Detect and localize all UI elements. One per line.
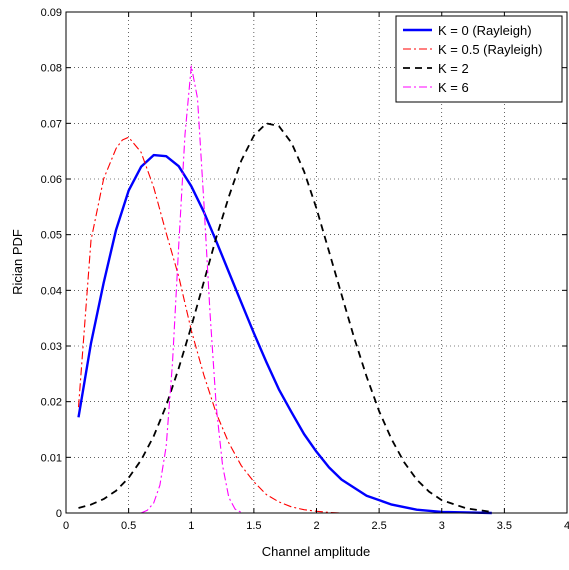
y-tick-label: 0.04 bbox=[41, 285, 62, 297]
x-tick-label: 4 bbox=[564, 520, 569, 532]
series-lines bbox=[77, 65, 492, 515]
x-tick-label: 2.5 bbox=[371, 520, 386, 532]
y-tick-label: 0.03 bbox=[41, 341, 62, 353]
axis-ticks: 0 0.5 1 1.5 2 2.5 3 3.5 4 0 0.01 0.02 0.03 0.04 0.05 0.… bbox=[41, 7, 569, 532]
legend-label-3: K = 2 bbox=[438, 61, 469, 76]
legend: K = 0 (Rayleigh) K = 0.5 (Rayleigh) K = 2 K… bbox=[395, 15, 563, 103]
series-line-4 bbox=[140, 65, 242, 514]
y-tick-label: 0.02 bbox=[41, 397, 62, 409]
y-tick-label: 0 bbox=[56, 508, 62, 520]
series-line-2 bbox=[77, 136, 355, 514]
series-line-1 bbox=[77, 153, 492, 515]
legend-label-2: K = 0.5 (Rayleigh) bbox=[438, 42, 542, 57]
y-tick-label: 0.06 bbox=[41, 174, 62, 186]
x-tick-label: 2 bbox=[313, 520, 319, 532]
x-axis-label: Channel amplitude bbox=[262, 544, 370, 559]
legend-label-1: K = 0 (Rayleigh) bbox=[438, 23, 532, 38]
x-tick-label: 3.5 bbox=[497, 520, 512, 532]
y-axis-label: Rician PDF bbox=[10, 229, 25, 295]
x-tick-label: 0.5 bbox=[121, 520, 136, 532]
x-tick-label: 3 bbox=[439, 520, 445, 532]
y-tick-label: 0.09 bbox=[41, 7, 62, 19]
x-tick-label: 0 bbox=[63, 520, 69, 532]
y-tick-label: 0.05 bbox=[41, 230, 62, 242]
y-tick-label: 0.01 bbox=[41, 452, 62, 464]
legend-label-4: K = 6 bbox=[438, 80, 469, 95]
y-tick-label: 0.08 bbox=[41, 63, 62, 75]
series-line-3 bbox=[78, 122, 492, 513]
x-tick-label: 1 bbox=[188, 520, 194, 532]
x-tick-label: 1.5 bbox=[246, 520, 261, 532]
y-tick-label: 0.07 bbox=[41, 118, 62, 130]
